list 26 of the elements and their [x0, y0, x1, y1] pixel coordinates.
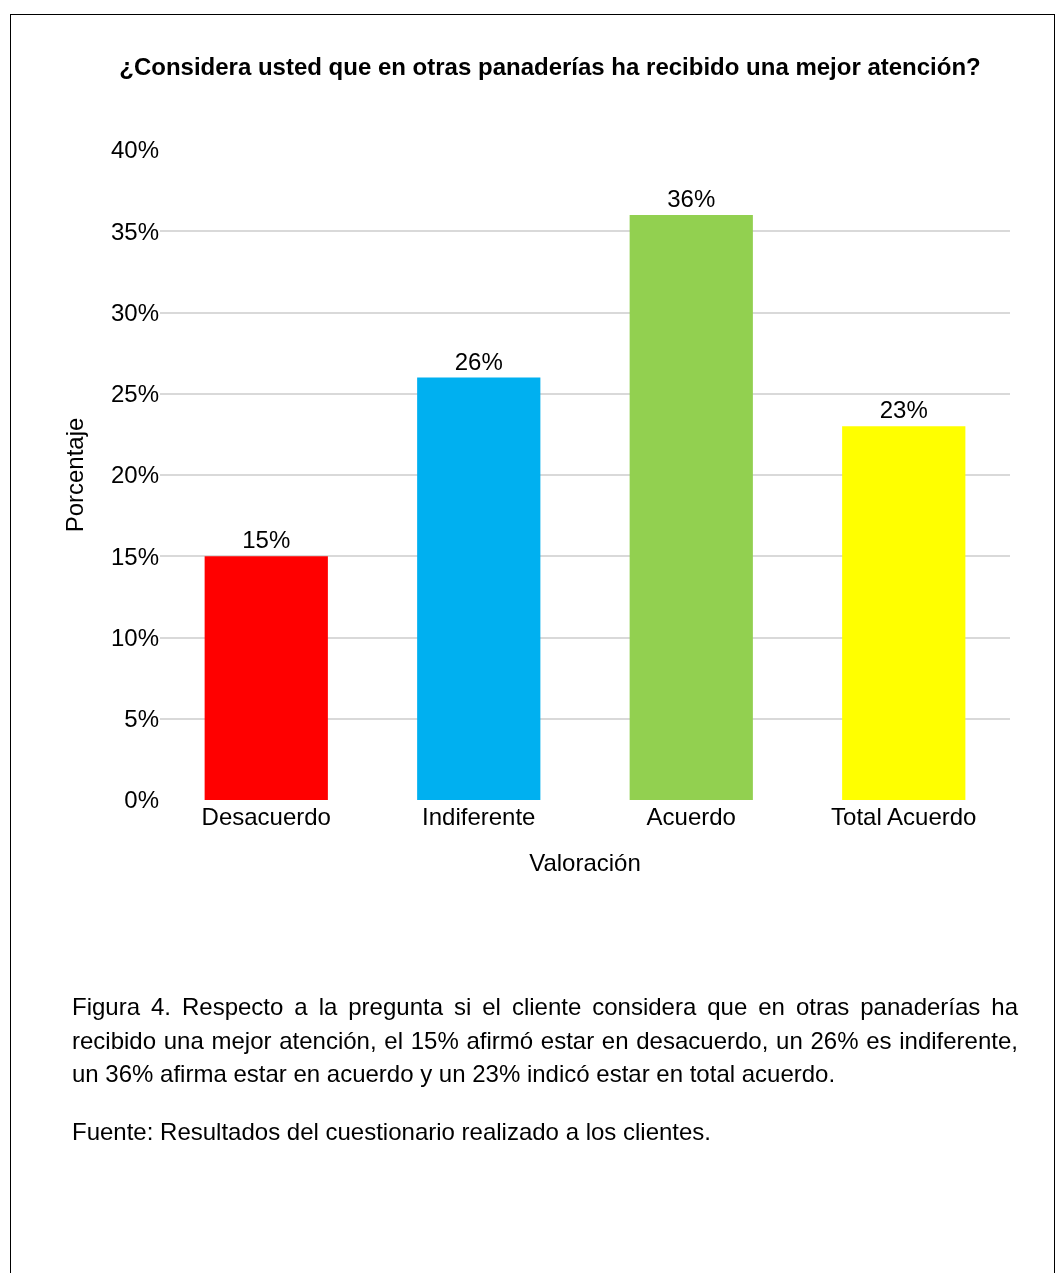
text: Figura 4. Respecto a la pregunta si el cliente considera que en otras panaderías ha recibido una mejor atención, el 15% afirmó estar en desacuerdo, un 26% es indiferente, un 36% afirma estar en acuerdo y un 23% indicó estar en total acuerdo.	[72, 992, 1018, 1090]
source-note: Fuente: Resultados del cuestionario realizado a los clientes.	[72, 1116, 713, 1147]
chart-title: ¿Considera usted que en otras panaderías ha recibido una mejor atención?	[119, 52, 981, 80]
bar	[417, 377, 541, 800]
data-label: 15%	[242, 526, 291, 554]
y-axis-title: Porcentaje	[61, 417, 89, 533]
y-tick-label: 15%	[110, 542, 159, 570]
x-axis-title: Valoración	[529, 849, 641, 877]
bar	[629, 215, 753, 800]
x-tick-label: Total Acuerdo	[831, 803, 977, 830]
y-tick-label: 5%	[124, 705, 159, 733]
data-label: 23%	[879, 396, 928, 424]
bar	[204, 556, 328, 800]
x-tick-label: Acuerdo	[646, 803, 736, 830]
y-tick-label: 25%	[110, 380, 159, 408]
bar	[842, 426, 966, 800]
y-tick-label: 40%	[110, 136, 159, 164]
y-tick-label: 20%	[110, 461, 159, 489]
y-tick-label: 35%	[110, 217, 159, 245]
data-label: 26%	[454, 347, 503, 375]
y-tick-label: 0%	[124, 786, 159, 814]
x-tick-label: Indiferente	[422, 803, 536, 830]
y-tick-label: 30%	[110, 298, 159, 326]
data-label: 36%	[667, 185, 716, 212]
x-tick-label: Desacuerdo	[201, 803, 331, 830]
y-tick-label: 10%	[110, 623, 159, 651]
